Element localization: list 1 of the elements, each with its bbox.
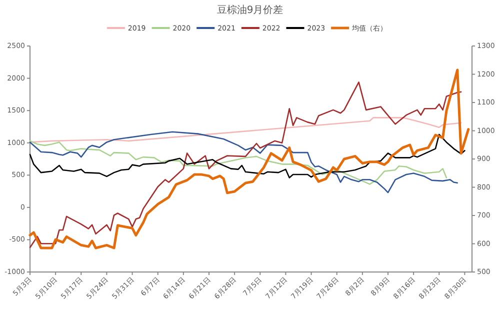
chart-title: 豆棕油9月价差 <box>216 4 284 16</box>
